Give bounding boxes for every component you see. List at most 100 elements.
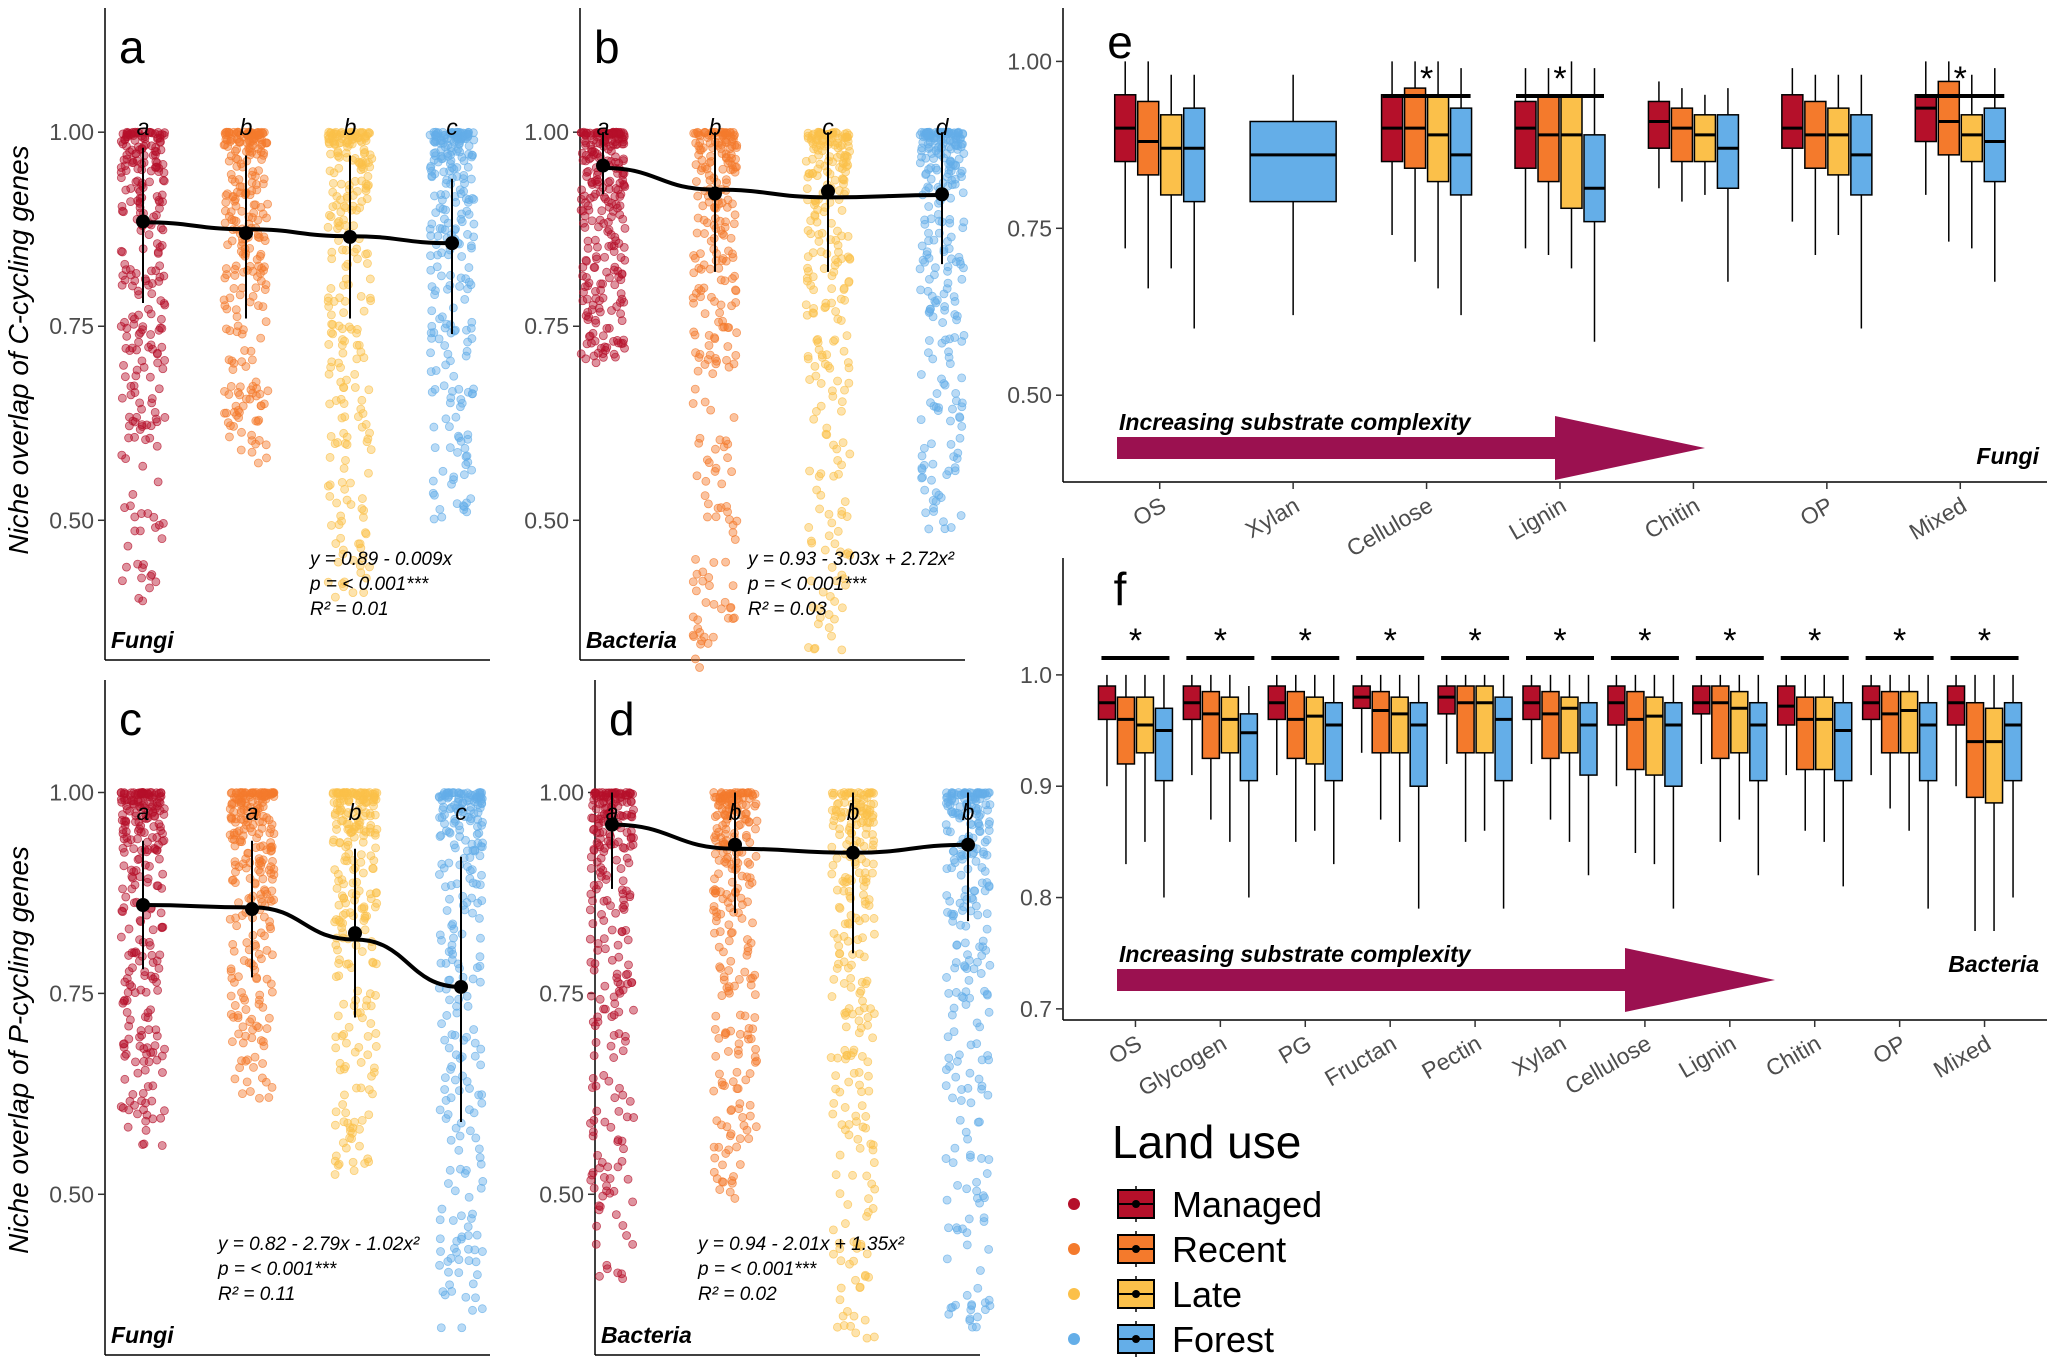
data-point-late bbox=[334, 1159, 344, 1169]
data-point-recent bbox=[227, 1037, 237, 1047]
data-point-forest bbox=[940, 302, 949, 311]
data-point-late bbox=[834, 902, 844, 912]
data-point-managed bbox=[141, 1125, 151, 1135]
data-point-managed bbox=[600, 342, 610, 352]
data-point-late bbox=[355, 1141, 364, 1151]
data-point-late bbox=[334, 959, 344, 968]
data-point-late bbox=[332, 498, 342, 508]
data-point-managed bbox=[153, 134, 162, 144]
data-point-managed bbox=[618, 1090, 628, 1100]
data-point-forest bbox=[950, 1143, 960, 1153]
data-point-forest bbox=[461, 194, 471, 204]
data-point-recent bbox=[233, 388, 243, 397]
box-late bbox=[1159, 114, 1183, 196]
data-point-managed bbox=[124, 924, 134, 934]
data-point-recent bbox=[689, 268, 699, 278]
data-point-recent bbox=[247, 1014, 257, 1024]
data-point-late bbox=[829, 1098, 839, 1108]
data-point-forest bbox=[927, 439, 936, 449]
data-point-late bbox=[356, 404, 366, 414]
data-point-recent bbox=[700, 309, 710, 319]
data-point-managed bbox=[119, 996, 129, 1006]
data-point-late bbox=[826, 1053, 836, 1062]
data-point-late bbox=[815, 504, 824, 514]
data-point-managed bbox=[157, 922, 167, 932]
data-point-late bbox=[335, 221, 344, 231]
data-point-late bbox=[855, 1143, 865, 1153]
data-point-forest bbox=[973, 804, 983, 814]
data-point-late bbox=[357, 1115, 367, 1125]
panel-letter-a: a bbox=[119, 21, 145, 73]
data-point-late bbox=[340, 296, 350, 306]
data-point-recent bbox=[718, 164, 728, 174]
data-point-managed bbox=[118, 139, 128, 149]
box-late bbox=[1475, 685, 1494, 754]
domain-label: Fungi bbox=[111, 1322, 174, 1348]
data-point-late bbox=[868, 840, 878, 850]
data-point-managed bbox=[584, 332, 594, 341]
data-point-recent bbox=[726, 233, 736, 243]
data-point-managed bbox=[615, 178, 625, 188]
data-point-managed bbox=[124, 951, 134, 960]
data-point-managed bbox=[584, 154, 594, 164]
data-point-recent bbox=[247, 447, 257, 457]
data-point-managed bbox=[119, 861, 129, 871]
data-point-managed bbox=[132, 345, 141, 355]
data-point-late bbox=[338, 1100, 348, 1109]
data-point-recent bbox=[254, 436, 264, 445]
data-point-recent bbox=[724, 1047, 733, 1056]
data-point-managed bbox=[128, 158, 137, 168]
data-point-recent bbox=[748, 918, 757, 928]
data-point-managed bbox=[116, 932, 126, 942]
data-point-late bbox=[831, 1071, 841, 1081]
data-point-managed bbox=[586, 1175, 596, 1185]
data-point-recent bbox=[714, 263, 724, 273]
data-point-recent bbox=[224, 211, 234, 221]
data-point-late bbox=[340, 484, 350, 494]
data-point-forest bbox=[437, 248, 447, 258]
data-point-managed bbox=[585, 905, 595, 915]
data-point-late bbox=[324, 369, 334, 379]
data-point-recent bbox=[711, 830, 721, 840]
data-point-managed bbox=[147, 1096, 157, 1106]
data-point-recent bbox=[225, 914, 235, 924]
data-point-recent bbox=[257, 135, 267, 145]
significance-letter: a bbox=[597, 114, 610, 140]
data-point-forest bbox=[981, 946, 991, 955]
data-point-managed bbox=[119, 360, 128, 370]
box-managed bbox=[1914, 94, 1938, 143]
data-point-forest bbox=[472, 1270, 482, 1280]
box-forest bbox=[1239, 713, 1259, 782]
data-point-late bbox=[337, 516, 346, 526]
data-point-recent bbox=[709, 173, 719, 183]
x-tick-label: Mixed bbox=[1929, 1030, 1995, 1083]
data-point-recent bbox=[240, 788, 250, 797]
data-point-late bbox=[327, 247, 337, 257]
data-point-managed bbox=[116, 246, 126, 256]
data-point-recent bbox=[223, 418, 233, 428]
data-point-managed bbox=[610, 192, 620, 201]
data-point-forest bbox=[968, 894, 978, 904]
data-point-late bbox=[839, 979, 849, 988]
data-point-forest bbox=[449, 840, 459, 850]
data-point-late bbox=[343, 142, 352, 152]
data-point-forest bbox=[474, 1144, 484, 1154]
data-point-late bbox=[371, 795, 381, 804]
data-point-recent bbox=[724, 986, 733, 996]
data-point-late bbox=[339, 280, 348, 290]
y-tick-label: 0.50 bbox=[1007, 382, 1052, 408]
box-managed bbox=[1692, 685, 1711, 715]
data-point-managed bbox=[602, 1260, 612, 1270]
mean-point bbox=[445, 236, 459, 251]
data-point-recent bbox=[267, 874, 277, 884]
data-point-recent bbox=[724, 920, 734, 930]
data-point-forest bbox=[435, 504, 445, 514]
data-point-late bbox=[813, 164, 823, 174]
box-recent bbox=[1456, 685, 1475, 754]
data-point-forest bbox=[439, 863, 449, 873]
data-point-managed bbox=[588, 919, 598, 929]
data-point-forest bbox=[947, 254, 956, 264]
data-point-recent bbox=[709, 1142, 719, 1152]
